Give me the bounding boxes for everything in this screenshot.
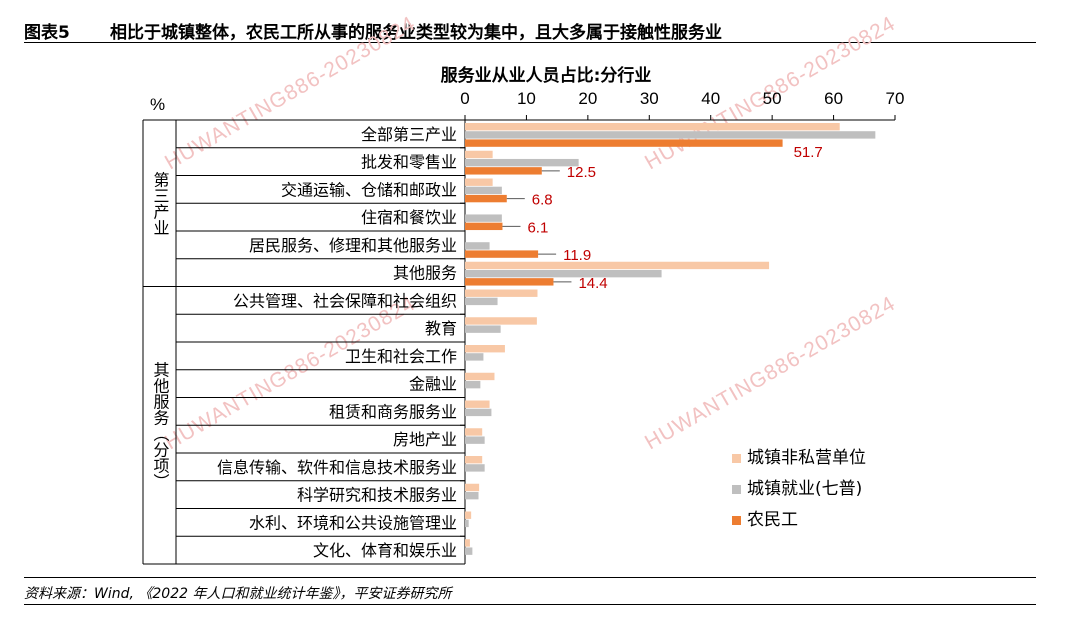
legend-swatch: [732, 516, 741, 525]
watermark-text: HUWANTING886-20230824: [161, 12, 419, 175]
bar: [465, 278, 554, 286]
bar: [465, 353, 484, 361]
bar: [465, 289, 538, 297]
category-label: 卫生和社会工作: [345, 347, 457, 366]
figure-number: 图表5: [24, 23, 70, 43]
bar: [465, 178, 493, 186]
bar: [465, 150, 493, 159]
bar: [465, 325, 501, 333]
bar: [465, 539, 470, 547]
bar: [465, 380, 481, 389]
legend-label: 城镇非私营单位: [747, 448, 866, 468]
bar: [465, 436, 485, 444]
category-label: 其他服务: [393, 264, 457, 283]
bar: [465, 491, 479, 500]
data-label: 6.1: [527, 219, 548, 236]
bar: [465, 519, 469, 528]
category-label: 居民服务、修理和其他服务业: [249, 236, 457, 255]
source-note: 资料来源：Wind, 《2022 年人口和就业统计年鉴》，平安证券研究所: [24, 586, 452, 602]
group-label: 其他服务（分项）: [151, 361, 170, 489]
bar: [465, 131, 876, 139]
bar: [465, 139, 783, 147]
bar: [465, 186, 502, 195]
watermark-text: HUWANTING886-20230824: [641, 292, 899, 455]
legend-swatch: [732, 485, 741, 494]
bar: [465, 242, 490, 250]
legend-label: 城镇就业(七普): [747, 479, 862, 499]
bar: [465, 400, 490, 408]
header: 图表5 相比于城镇整体，农民工所从事的服务业类型较为集中，且大多属于接触性服务业: [24, 8, 1036, 43]
figure-title: 相比于城镇整体，农民工所从事的服务业类型较为集中，且大多属于接触性服务业: [110, 23, 722, 43]
footer: 资料来源：Wind, 《2022 年人口和就业统计年鉴》，平安证券研究所: [24, 577, 1036, 605]
bar: [465, 194, 507, 203]
bar: [465, 372, 495, 381]
bar: [465, 261, 770, 270]
x-tick-label: 50: [763, 89, 782, 108]
data-label: 12.5: [567, 164, 596, 181]
bar: [465, 547, 473, 555]
group-label: 第三产业: [151, 171, 170, 235]
bar: [465, 222, 503, 231]
unit-label: %: [150, 95, 165, 114]
data-label: 14.4: [578, 275, 607, 292]
x-tick-label: 10: [517, 89, 536, 108]
category-label: 全部第三产业: [361, 125, 457, 144]
bar: [465, 345, 505, 353]
bar: [465, 214, 502, 222]
legend-swatch: [732, 454, 741, 463]
bar: [465, 167, 542, 175]
x-tick-label: 30: [640, 89, 659, 108]
category-label: 教育: [425, 319, 457, 338]
category-label: 交通运输、仓储和邮政业: [281, 180, 457, 199]
data-label: 51.7: [794, 144, 823, 161]
category-label: 科学研究和技术服务业: [297, 486, 457, 505]
bar: [465, 464, 485, 472]
category-label: 房地产业: [393, 430, 457, 449]
x-tick-label: 0: [460, 89, 469, 108]
bar: [465, 158, 579, 167]
x-tick-label: 70: [886, 89, 905, 108]
category-label: 信息传输、软件和信息技术服务业: [217, 458, 457, 477]
category-label: 批发和零售业: [361, 153, 457, 172]
category-label: 文化、体育和娱乐业: [313, 541, 457, 560]
bar: [465, 297, 498, 306]
data-label: 6.8: [532, 192, 553, 209]
bar: [465, 269, 662, 278]
legend-label: 农民工: [747, 510, 798, 530]
category-label: 租赁和商务服务业: [329, 402, 457, 421]
x-tick-label: 20: [578, 89, 597, 108]
bar: [465, 250, 539, 258]
x-tick-label: 40: [701, 89, 720, 108]
category-label: 公共管理、社会保障和社会组织: [233, 291, 457, 310]
bar: [465, 483, 480, 492]
bar: [465, 428, 483, 436]
data-label: 11.9: [563, 247, 591, 264]
bar: [465, 123, 840, 131]
bar: [465, 408, 492, 417]
bar: [465, 317, 537, 325]
x-tick-label: 60: [824, 89, 843, 108]
category-label: 金融业: [409, 375, 457, 394]
watermark-text: HUWANTING886-20230824: [161, 292, 419, 455]
bar: [465, 511, 472, 519]
bar: [465, 456, 483, 464]
category-label: 住宿和餐饮业: [361, 208, 457, 227]
chart-title: 服务业从业人员占比:分行业: [441, 65, 652, 86]
category-label: 水利、环境和公共设施管理业: [249, 513, 457, 532]
